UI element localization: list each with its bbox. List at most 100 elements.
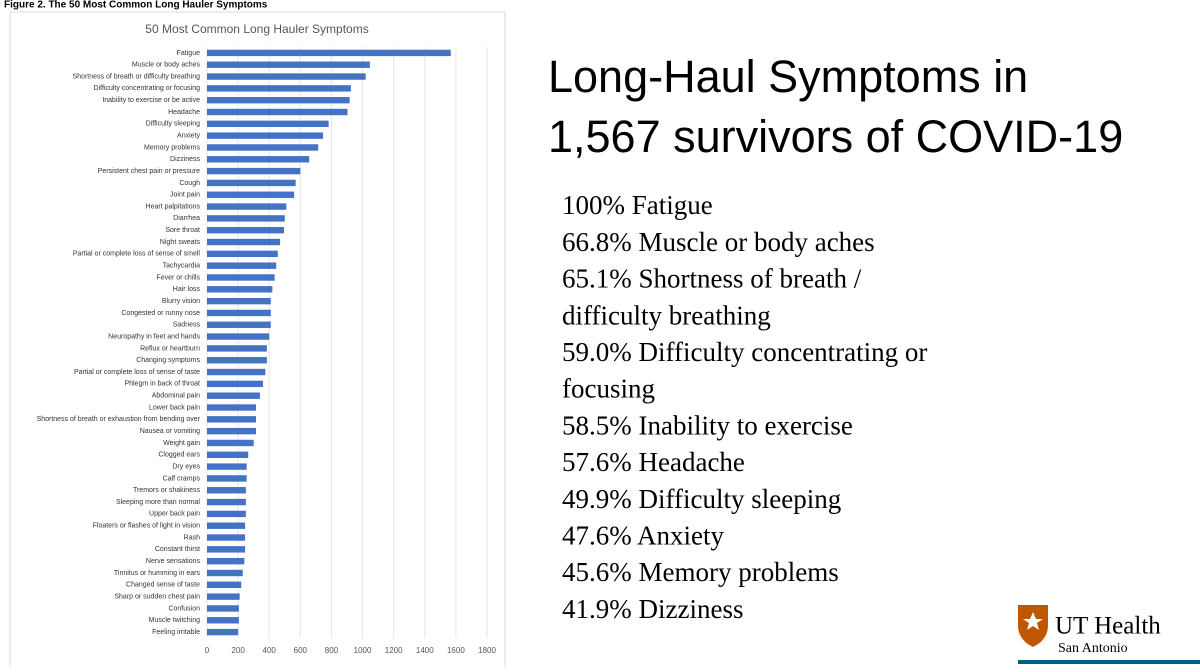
y-tick-label: Reflux or heartburn: [140, 345, 200, 352]
chart-frame: [9, 11, 506, 672]
bar: [207, 593, 240, 600]
bar: [207, 262, 277, 269]
bar: [207, 546, 246, 553]
bar: [207, 191, 295, 198]
y-tick-label: Sharp or sudden chest pain: [114, 593, 200, 600]
bar: [207, 250, 278, 258]
y-tick-label: Heart palpitations: [146, 203, 201, 210]
bar: [207, 380, 263, 388]
y-tick-label: Partial or complete loss of sense of sme…: [73, 251, 201, 258]
y-tick-label: Blurry vision: [162, 298, 200, 305]
y-tick-label: Confusion: [168, 605, 200, 612]
bar: [207, 617, 239, 624]
y-tick-label: Calf cramps: [163, 475, 201, 482]
figure-caption: Figure 2. The 50 Most Common Long Hauler…: [4, 0, 268, 11]
logo-star: [1023, 612, 1043, 630]
list-line: 65.1% Shortness of breath /: [562, 264, 862, 294]
x-tick-label: 600: [294, 646, 308, 655]
slide-title: Long-Haul Symptoms in 1,567 survivors of…: [548, 51, 1123, 162]
y-tick-label: Difficulty sleeping: [146, 121, 200, 128]
bar: [207, 404, 256, 411]
bar: [207, 203, 287, 210]
y-tick-label: Changing symptoms: [136, 357, 200, 364]
bar: [207, 73, 366, 80]
title-line: 1,567 survivors of COVID-19: [548, 111, 1123, 162]
y-tick-label: Memory problems: [144, 144, 201, 151]
chart-title: 50 Most Common Long Hauler Symptoms: [145, 22, 368, 36]
bar: [207, 297, 271, 305]
y-tick-label: Tremors or shakiness: [133, 487, 201, 494]
x-tick-label: 1800: [478, 646, 496, 655]
y-tick-label: Lower back pain: [149, 404, 200, 411]
y-tick-label: Fever or chills: [156, 274, 200, 281]
bar: [207, 605, 239, 612]
bar: [207, 487, 246, 494]
bar: [207, 463, 247, 470]
y-tick-label: Nausea or vomiting: [140, 428, 200, 435]
y-tick-label: Abdominal pain: [152, 393, 200, 400]
list-line: 45.6% Memory problems: [562, 557, 839, 587]
x-tick-label: 0: [205, 646, 210, 655]
bar: [207, 628, 239, 636]
y-tick-label: Headache: [168, 109, 200, 116]
bar: [207, 61, 370, 68]
y-tick-label: Feeling irritable: [152, 629, 200, 636]
bar: [207, 534, 246, 541]
y-tick-label: Sore throat: [165, 227, 200, 234]
bar: [207, 451, 249, 458]
y-tick-label: Night sweats: [160, 239, 201, 246]
bar: [207, 416, 256, 423]
list-line: difficulty breathing: [562, 300, 771, 330]
x-tick-label: 1200: [385, 646, 403, 655]
y-tick-label: Sadness: [173, 322, 201, 329]
y-tick-label: Diarrhea: [173, 215, 200, 222]
bar: [207, 167, 301, 175]
x-tick-label: 800: [325, 646, 339, 655]
bar: [207, 557, 245, 565]
list-line: 47.6% Anxiety: [562, 521, 724, 551]
bar: [207, 581, 242, 589]
bar: [207, 96, 350, 104]
logo: UT Health San Antonio: [1018, 605, 1200, 664]
y-tick-label: Upper back pain: [149, 511, 200, 518]
bar: [207, 368, 266, 376]
y-tick-label: Hair loss: [173, 286, 201, 293]
bar: [207, 569, 243, 577]
y-tick-label: Difficulty concentrating or focusing: [94, 85, 201, 92]
y-tick-label: Tinnitus or humming in ears: [114, 570, 201, 577]
bar: [207, 85, 351, 92]
list-line: 49.9% Difficulty sleeping: [562, 484, 841, 514]
y-tick-label: Persistent chest pain or pressure: [98, 168, 200, 175]
y-tick-label: Neuropathy in feet and hands: [108, 333, 200, 340]
list-line: 66.8% Muscle or body aches: [562, 227, 875, 257]
logo-rule: [1018, 660, 1200, 664]
bar: [207, 522, 246, 529]
bar: [207, 345, 267, 352]
y-tick-label: Nerve sensations: [146, 558, 201, 565]
bar: [207, 439, 254, 447]
bar: [207, 427, 256, 435]
y-tick-label: Cough: [179, 180, 200, 187]
y-tick-label: Constant thirst: [155, 546, 200, 553]
bar: [207, 227, 284, 234]
bar: [207, 498, 246, 506]
bar: [207, 120, 329, 128]
bar: [207, 321, 271, 328]
logo-name: UT Health: [1055, 613, 1161, 640]
bar: [207, 179, 296, 187]
bar: [207, 215, 285, 222]
y-tick-label: Dry eyes: [172, 463, 200, 470]
bar: [207, 49, 451, 57]
bar: [207, 333, 270, 340]
x-tick-label: 400: [263, 646, 277, 655]
y-tick-label: Floaters or flashes of light in vision: [93, 523, 200, 530]
bar: [207, 475, 247, 482]
y-tick-label: Muscle or body aches: [132, 62, 201, 69]
bar: [207, 144, 319, 151]
bar: [207, 238, 281, 246]
y-tick-label: Muscle twitching: [149, 617, 200, 624]
y-tick-label: Shortness of breath or difficulty breath…: [72, 73, 200, 80]
y-tick-label: Congested or runny nose: [121, 310, 200, 317]
